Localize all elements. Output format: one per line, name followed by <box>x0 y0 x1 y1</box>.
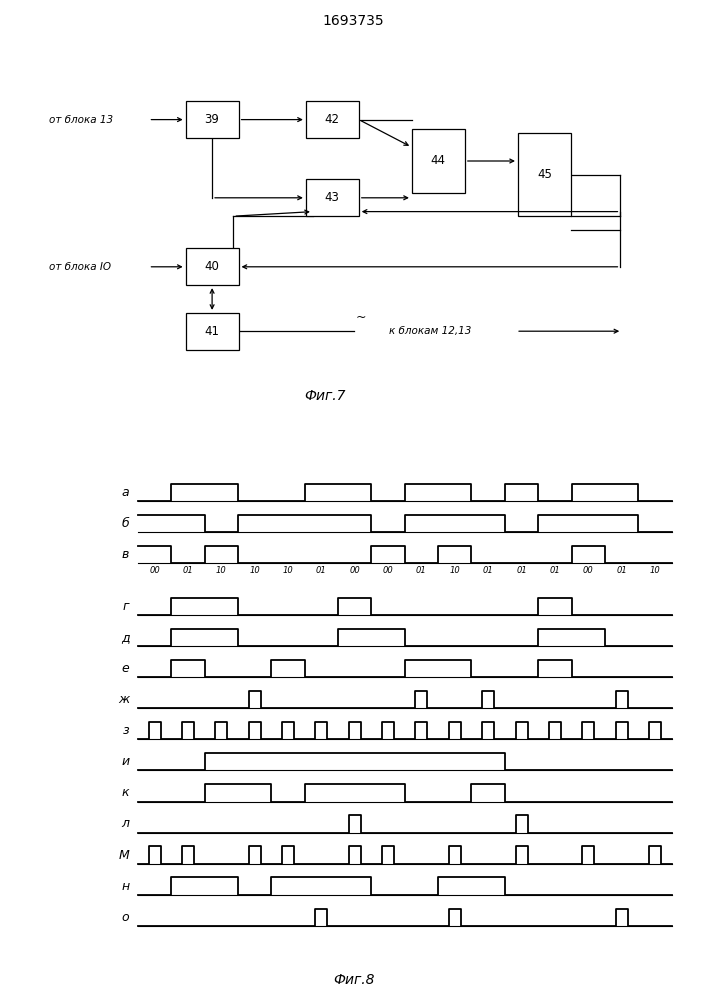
Text: г: г <box>123 600 129 613</box>
Bar <box>185 248 239 285</box>
Bar <box>306 179 359 216</box>
Text: 01: 01 <box>316 566 327 575</box>
Text: 01: 01 <box>549 566 560 575</box>
Text: 45: 45 <box>537 168 552 181</box>
Text: 10: 10 <box>216 566 227 575</box>
Text: 01: 01 <box>617 566 627 575</box>
Text: к блокам 12,13: к блокам 12,13 <box>389 326 472 336</box>
Text: и: и <box>122 755 129 768</box>
Bar <box>412 129 465 193</box>
Text: з: з <box>123 724 129 737</box>
Text: е: е <box>122 662 129 675</box>
Text: ~: ~ <box>356 311 366 324</box>
Text: от блока IO: от блока IO <box>49 262 112 272</box>
Text: 00: 00 <box>583 566 594 575</box>
Text: 10: 10 <box>450 566 460 575</box>
Text: 01: 01 <box>483 566 493 575</box>
Text: от блока 13: от блока 13 <box>49 115 114 125</box>
Text: 10: 10 <box>650 566 660 575</box>
Text: 43: 43 <box>325 191 340 204</box>
Text: 01: 01 <box>182 566 193 575</box>
Text: 42: 42 <box>325 113 340 126</box>
Text: 10: 10 <box>250 566 260 575</box>
Text: 41: 41 <box>204 325 220 338</box>
Text: 00: 00 <box>149 566 160 575</box>
Text: д: д <box>121 631 129 644</box>
Text: 01: 01 <box>416 566 427 575</box>
Text: 00: 00 <box>382 566 394 575</box>
Text: 40: 40 <box>204 260 220 273</box>
Text: 00: 00 <box>349 566 360 575</box>
Text: о: о <box>122 911 129 924</box>
Text: б: б <box>122 517 129 530</box>
Text: а: а <box>122 486 129 499</box>
Text: к: к <box>122 786 129 799</box>
Text: ж: ж <box>118 693 129 706</box>
Bar <box>518 133 571 216</box>
Bar <box>185 313 239 350</box>
Text: 39: 39 <box>204 113 220 126</box>
Bar <box>306 101 359 138</box>
Text: н: н <box>122 880 129 893</box>
Text: 01: 01 <box>516 566 527 575</box>
Text: Фиг.8: Фиг.8 <box>333 973 374 987</box>
Text: Фиг.7: Фиг.7 <box>305 389 346 403</box>
Text: 44: 44 <box>431 154 446 167</box>
Text: 1693735: 1693735 <box>322 14 385 28</box>
Text: 10: 10 <box>283 566 293 575</box>
Bar <box>185 101 239 138</box>
Text: М: М <box>119 849 129 862</box>
Text: в: в <box>122 548 129 561</box>
Text: л: л <box>122 817 129 830</box>
